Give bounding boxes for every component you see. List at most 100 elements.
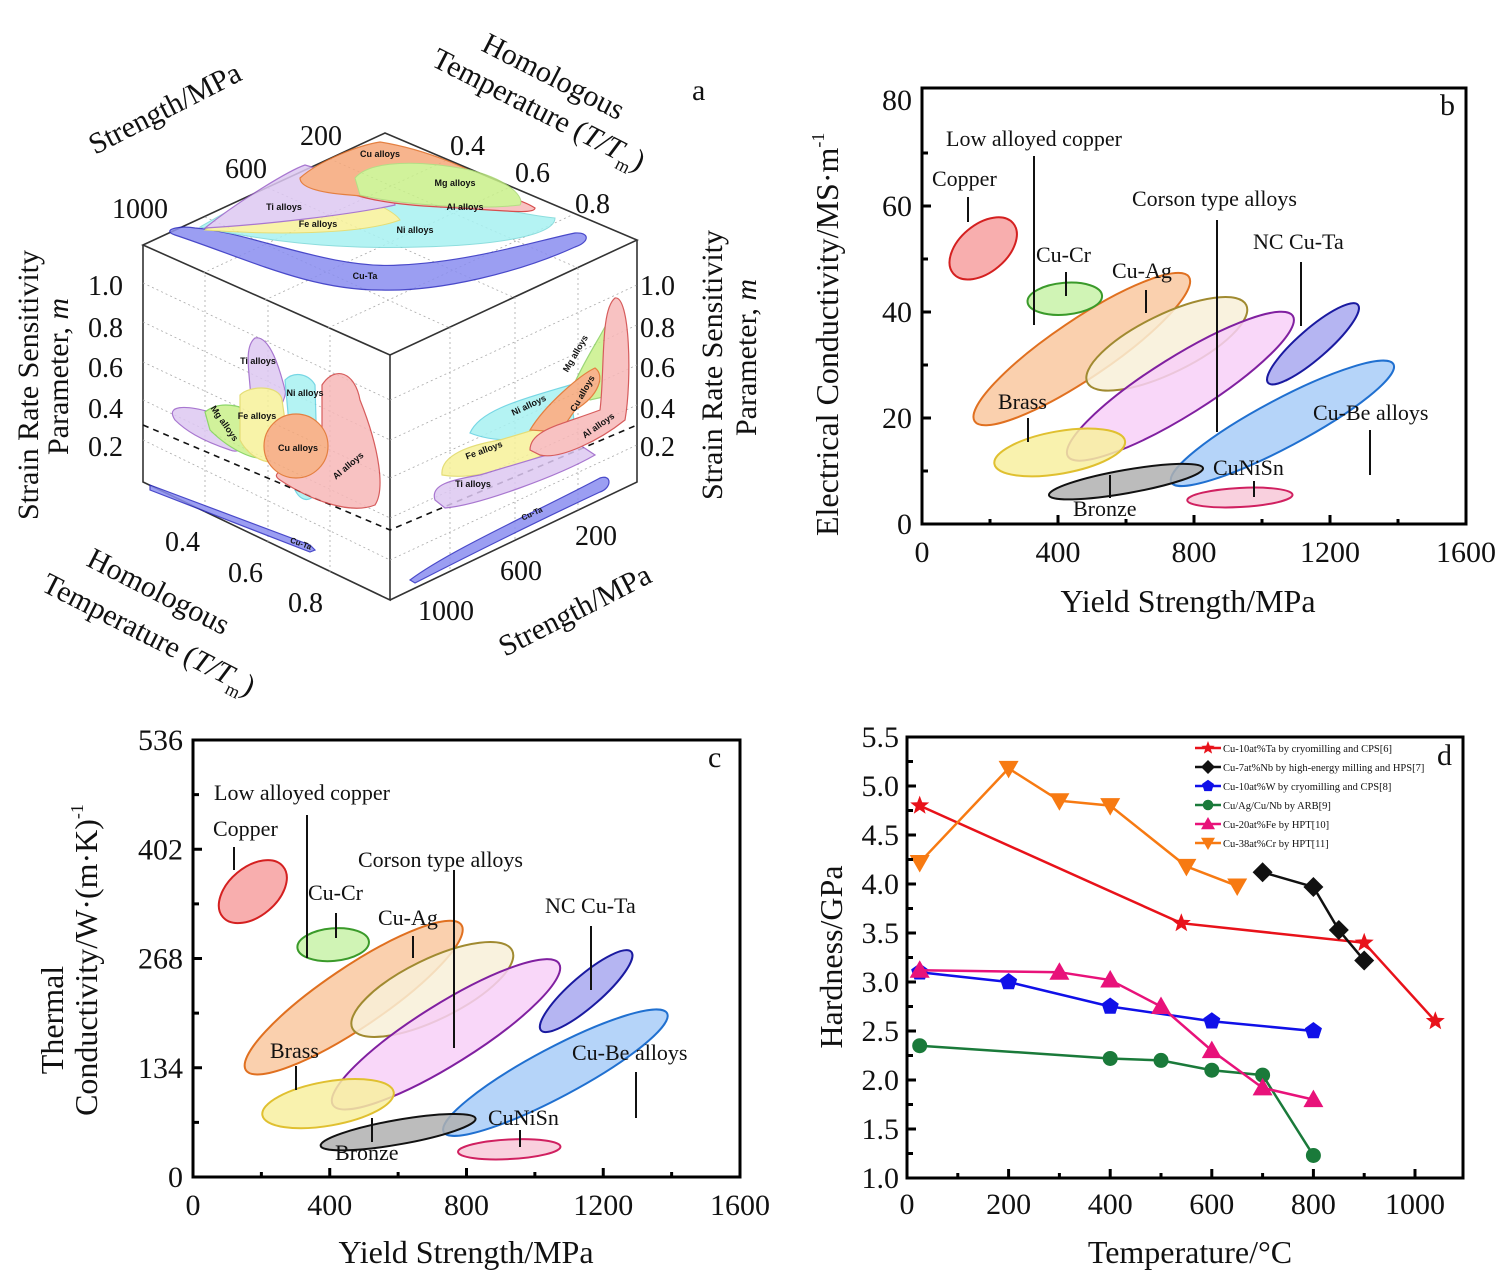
data-point-circle <box>1255 1067 1271 1083</box>
tick-top-strength-1000: 1000 <box>112 194 168 225</box>
tick-bottom-strength-1000: 1000 <box>418 596 474 627</box>
region-mg-top <box>354 162 522 208</box>
region-cunisn <box>457 1138 562 1161</box>
axis-title-left-m-line2: Parameter, m <box>42 298 75 455</box>
panel-c-leader-lines <box>233 815 637 1147</box>
data-point-triangle-down <box>1176 858 1197 877</box>
region-cu-left <box>263 413 329 479</box>
series-line <box>1262 871 1366 962</box>
data-point-diamond <box>1354 950 1375 971</box>
y-tick-label: 134 <box>138 1052 183 1085</box>
region-bronze <box>1047 462 1205 501</box>
panel-b-electrical-conductivity: Low alloyed copper Copper Corson type al… <box>808 84 1496 619</box>
annot-cu-ag: Cu-Ag <box>1112 258 1172 283</box>
tick-right-m-02: 0.2 <box>640 432 675 463</box>
data-point-pentagon <box>1000 973 1018 990</box>
y-tick-label: 1.0 <box>862 1162 900 1195</box>
region-ti-right <box>433 444 597 509</box>
x-tick-label: 1000 <box>1385 1188 1445 1221</box>
panel-b-xlabel: Yield Strength/MPa <box>1060 583 1315 619</box>
panel-c-regions <box>217 859 669 1161</box>
label-mg-alloys-top: Mg alloys <box>434 178 475 188</box>
region-copper <box>948 216 1018 281</box>
panel-b-leader-lines <box>967 156 1371 498</box>
y-tick-label: 40 <box>882 296 912 329</box>
label-ti-alloys-right: Ti alloys <box>455 479 491 489</box>
panel-c-annotations: Low alloyed copper Copper Corson type al… <box>213 780 688 1165</box>
series-line <box>919 804 1437 1023</box>
data-point-diamond <box>1303 876 1324 897</box>
region-bronze <box>319 1112 477 1152</box>
data-point-circle <box>912 1038 928 1054</box>
y-tick-label: 0 <box>168 1161 183 1194</box>
data-point-diamond <box>1328 920 1349 941</box>
data-point-triangle-up <box>1252 1077 1273 1096</box>
label-ti-alloys-left: Ti alloys <box>240 356 276 366</box>
left-face-regions <box>149 337 381 553</box>
region-cu-right <box>528 367 601 433</box>
data-point-circle <box>1102 1050 1118 1066</box>
legend-label: Cu-10at%W by cryomilling and CPS[8] <box>1223 782 1391 793</box>
legend-item-cu-20at-fe-by-hpt-10: Cu-20at%Fe by HPT[10] <box>1195 817 1329 831</box>
x-tick-label: 400 <box>1088 1188 1133 1221</box>
x-tick-label: 0 <box>900 1188 915 1221</box>
series-line <box>919 970 1314 1033</box>
tick-bottom-strength-200: 200 <box>575 521 617 552</box>
cube-right-face <box>389 240 638 601</box>
data-point-triangle-down <box>1100 798 1121 816</box>
label-cu-ta-top: Cu-Ta <box>353 271 379 281</box>
series-line <box>919 968 1314 1101</box>
annot-cunisn: CuNiSn <box>1213 455 1284 480</box>
y-tick-label: 1.5 <box>862 1113 900 1146</box>
axis-title-left-m-line1: Strain Rate Sensitivity <box>12 250 45 520</box>
tick-bottom-strength-600: 600 <box>500 556 542 587</box>
x-tick-label: 1600 <box>1436 536 1496 569</box>
legend-item-cu-38at-cr-by-hpt-11: Cu-38at%Cr by HPT[11] <box>1195 837 1329 850</box>
data-point-star <box>910 795 930 814</box>
annot-cu-be: Cu-Be alloys <box>572 1040 688 1065</box>
region-copper <box>217 859 288 925</box>
x-tick-label: 800 <box>1172 536 1217 569</box>
tick-bottom-temp-06: 0.6 <box>228 558 263 589</box>
panel-d-ylabel: Hardness/GPa <box>813 865 849 1048</box>
panel-b-annotations: Low alloyed copper Copper Corson type al… <box>932 126 1429 521</box>
legend-label: Cu-20at%Fe by HPT[10] <box>1223 820 1329 831</box>
panel-c-label: c <box>708 741 721 774</box>
tick-left-m-02: 0.2 <box>88 432 123 463</box>
legend-item-cu-10at-ta-by-cryomilling-and-cps-6: Cu-10at%Ta by cryomilling and CPS[6] <box>1195 741 1392 755</box>
label-cu-alloys-top: Cu alloys <box>360 149 400 159</box>
y-tick-label: 5.5 <box>862 721 900 754</box>
legend-marker-diamond <box>1201 760 1215 774</box>
region-cu-cr <box>1026 281 1104 316</box>
data-point-pentagon <box>1101 997 1119 1014</box>
legend-label: Cu-10at%Ta by cryomilling and CPS[6] <box>1223 744 1392 755</box>
data-point-circle <box>1305 1147 1321 1163</box>
data-point-triangle-down <box>1227 878 1248 896</box>
annot-low-alloyed-copper: Low alloyed copper <box>946 126 1123 151</box>
y-tick-label: 268 <box>138 943 183 976</box>
region-cu-ta-top <box>169 226 587 291</box>
panel-b-ylabel: Electrical Conductivity/MS·m-1 <box>808 133 845 536</box>
tick-bottom-temp-08: 0.8 <box>288 588 323 619</box>
annot-nc-cu-ta: NC Cu-Ta <box>1253 229 1344 254</box>
tick-top-temp-06: 0.6 <box>515 158 550 189</box>
panel-b-regions <box>948 216 1396 509</box>
data-point-triangle-up <box>1303 1089 1324 1108</box>
tick-left-m-08: 0.8 <box>88 313 123 344</box>
panel-c-thermal-conductivity: Low alloyed copper Copper Corson type al… <box>34 724 770 1270</box>
series-cu-10at-w-by-cryomilling-and-cps-8 <box>911 963 1322 1039</box>
y-tick-label: 5.0 <box>862 770 900 803</box>
tick-top-strength-200: 200 <box>300 121 342 152</box>
y-tick-label: 60 <box>882 190 912 223</box>
tick-right-m-08: 0.8 <box>640 313 675 344</box>
panel-a-tick-labels: 200 600 1000 0.4 0.6 0.8 1.0 0.8 0.6 0.4… <box>88 121 675 627</box>
x-tick-label: 800 <box>444 1189 489 1222</box>
legend-item-cu-10at-w-by-cryomilling-and-cps-8: Cu-10at%W by cryomilling and CPS[8] <box>1195 779 1391 793</box>
x-tick-label: 0 <box>186 1189 201 1222</box>
x-tick-label: 800 <box>1291 1188 1336 1221</box>
annot-cu-be: Cu-Be alloys <box>1313 400 1429 425</box>
legend-item-cu-7at-nb-by-high-energy-milling-and-hps-7: Cu-7at%Nb by high-energy milling and HPS… <box>1195 760 1424 774</box>
panel-d-label: d <box>1437 739 1452 772</box>
tick-right-m-10: 1.0 <box>640 271 675 302</box>
